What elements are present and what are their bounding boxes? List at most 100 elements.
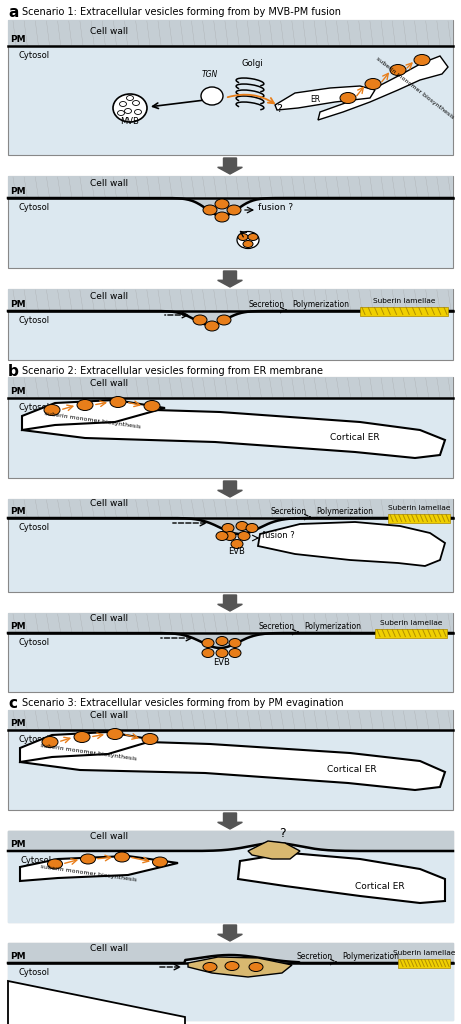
Ellipse shape bbox=[236, 521, 248, 530]
Text: Cell wall: Cell wall bbox=[90, 27, 128, 36]
Text: fusion ?: fusion ? bbox=[258, 204, 293, 213]
Bar bbox=[8, 20, 453, 155]
Bar bbox=[8, 710, 453, 810]
Ellipse shape bbox=[124, 109, 131, 114]
Ellipse shape bbox=[114, 852, 130, 862]
Text: Secretion: Secretion bbox=[296, 952, 332, 961]
Ellipse shape bbox=[118, 111, 124, 116]
Text: Cell wall: Cell wall bbox=[90, 614, 128, 623]
Text: Cytosol: Cytosol bbox=[20, 856, 51, 865]
Ellipse shape bbox=[81, 854, 95, 864]
Text: Suberin lamellae: Suberin lamellae bbox=[388, 505, 450, 511]
Text: Polymerization: Polymerization bbox=[292, 300, 349, 309]
Text: suberin monomer biosynthesis: suberin monomer biosynthesis bbox=[40, 742, 136, 761]
Text: c: c bbox=[8, 696, 17, 711]
Text: EVB: EVB bbox=[213, 658, 230, 667]
Polygon shape bbox=[275, 86, 375, 110]
Text: fusion ?: fusion ? bbox=[262, 531, 295, 541]
Text: Cytosol: Cytosol bbox=[18, 523, 49, 532]
Ellipse shape bbox=[47, 859, 63, 869]
Ellipse shape bbox=[216, 648, 228, 657]
Bar bbox=[8, 377, 453, 478]
Ellipse shape bbox=[231, 540, 243, 549]
Text: Cell wall: Cell wall bbox=[90, 379, 128, 388]
Ellipse shape bbox=[249, 963, 263, 972]
Text: PM: PM bbox=[10, 387, 26, 396]
Bar bbox=[8, 176, 453, 268]
Ellipse shape bbox=[74, 731, 90, 742]
Text: Cell wall: Cell wall bbox=[90, 944, 128, 953]
Ellipse shape bbox=[44, 404, 60, 416]
Ellipse shape bbox=[135, 110, 142, 115]
Text: Cell wall: Cell wall bbox=[90, 499, 128, 508]
Bar bbox=[8, 831, 453, 922]
Ellipse shape bbox=[227, 205, 241, 215]
Text: PM: PM bbox=[10, 35, 26, 44]
Ellipse shape bbox=[217, 315, 231, 325]
Text: EVB: EVB bbox=[229, 547, 245, 556]
Polygon shape bbox=[218, 481, 242, 497]
Text: ?: ? bbox=[276, 104, 282, 114]
Ellipse shape bbox=[126, 95, 134, 100]
Bar bbox=[8, 613, 453, 633]
Polygon shape bbox=[20, 740, 445, 790]
Ellipse shape bbox=[216, 637, 228, 645]
Ellipse shape bbox=[237, 231, 259, 249]
Polygon shape bbox=[20, 732, 155, 762]
Ellipse shape bbox=[238, 233, 248, 241]
Ellipse shape bbox=[390, 65, 406, 76]
Text: Scenario 1: Extracellular vesicles forming from by MVB-PM fusion: Scenario 1: Extracellular vesicles formi… bbox=[22, 7, 341, 17]
Polygon shape bbox=[218, 158, 242, 174]
Ellipse shape bbox=[77, 399, 93, 411]
Ellipse shape bbox=[113, 94, 147, 122]
Text: ER: ER bbox=[310, 95, 320, 104]
Text: PM: PM bbox=[10, 952, 26, 961]
Bar bbox=[8, 20, 453, 46]
Text: Cell wall: Cell wall bbox=[90, 831, 128, 841]
Bar bbox=[8, 289, 453, 311]
Ellipse shape bbox=[224, 531, 236, 541]
Bar bbox=[375, 629, 447, 638]
Text: ?: ? bbox=[279, 827, 285, 840]
Bar bbox=[8, 831, 453, 851]
Text: Cytosol: Cytosol bbox=[18, 51, 49, 60]
Text: Cytosol: Cytosol bbox=[18, 968, 49, 977]
Bar bbox=[398, 958, 450, 968]
Ellipse shape bbox=[216, 531, 228, 541]
Polygon shape bbox=[218, 925, 242, 941]
Bar bbox=[8, 499, 453, 518]
Ellipse shape bbox=[110, 396, 126, 408]
Text: Cytosol: Cytosol bbox=[18, 316, 49, 325]
Bar bbox=[8, 176, 453, 198]
Ellipse shape bbox=[202, 639, 214, 647]
Ellipse shape bbox=[205, 321, 219, 331]
Bar bbox=[388, 513, 450, 522]
Text: PM: PM bbox=[10, 622, 26, 631]
Text: Scenario 3: Extracellular vesicles forming from by PM evagination: Scenario 3: Extracellular vesicles formi… bbox=[22, 698, 343, 708]
Polygon shape bbox=[8, 981, 185, 1024]
Polygon shape bbox=[218, 271, 242, 287]
Ellipse shape bbox=[142, 733, 158, 744]
Text: Suberin lamellae: Suberin lamellae bbox=[393, 950, 455, 956]
Bar bbox=[8, 943, 453, 963]
Text: Cytosol: Cytosol bbox=[18, 203, 49, 212]
Ellipse shape bbox=[238, 531, 250, 541]
Text: MVB: MVB bbox=[121, 117, 139, 126]
Polygon shape bbox=[22, 400, 165, 430]
Text: suberin monomer biosynthesis: suberin monomer biosynthesis bbox=[40, 864, 136, 883]
Ellipse shape bbox=[153, 857, 167, 867]
Text: Scenario 2: Extracellular vesicles forming from ER membrane: Scenario 2: Extracellular vesicles formi… bbox=[22, 366, 323, 376]
Text: PM: PM bbox=[10, 840, 26, 849]
Ellipse shape bbox=[248, 233, 258, 241]
Text: Suberin lamellae: Suberin lamellae bbox=[380, 620, 442, 626]
Ellipse shape bbox=[193, 315, 207, 325]
Text: PM: PM bbox=[10, 719, 26, 728]
Polygon shape bbox=[188, 957, 292, 977]
Ellipse shape bbox=[203, 205, 217, 215]
Bar bbox=[8, 943, 453, 1020]
Text: Cytosol: Cytosol bbox=[18, 638, 49, 647]
Ellipse shape bbox=[222, 523, 234, 532]
Ellipse shape bbox=[225, 962, 239, 971]
Ellipse shape bbox=[215, 212, 229, 222]
Ellipse shape bbox=[414, 54, 430, 66]
